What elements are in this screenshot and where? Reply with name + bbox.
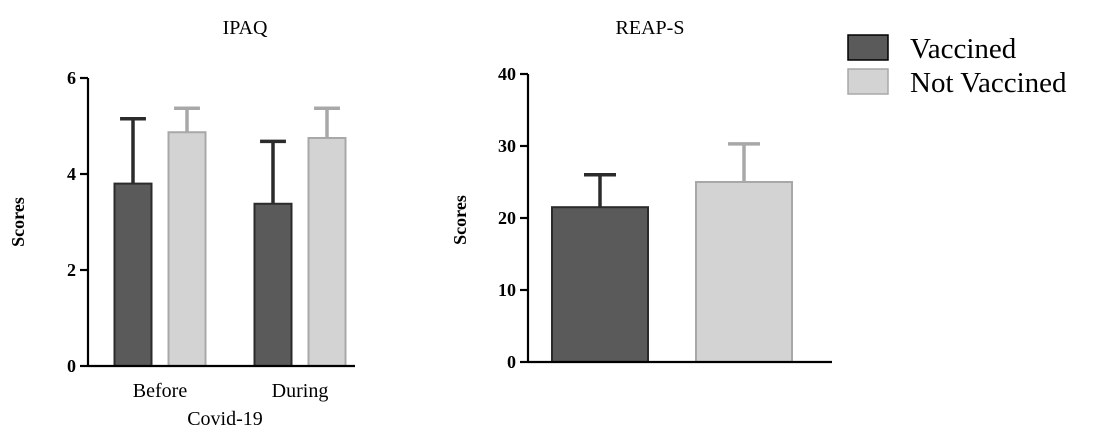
ipaq-y-tick-label-0: 0	[67, 356, 76, 376]
legend-label-not-vaccined: Not Vaccined	[910, 67, 1067, 99]
reaps-chart: REAP-S Scores 0 10 20 30 40	[450, 17, 832, 372]
legend: Vaccined Not Vaccined	[847, 33, 1067, 99]
legend-swatch-not-vaccined	[847, 68, 889, 95]
ipaq-bar-not-vaccined-1	[307, 137, 347, 367]
ipaq-x-axis-label: Covid-19	[187, 408, 263, 430]
legend-swatch-vaccined	[847, 34, 889, 61]
ipaq-y-ticks: 0 2 4 6	[67, 68, 88, 376]
ipaq-y-tick-label-2: 2	[67, 260, 76, 280]
ipaq-y-tick-label-4: 4	[67, 164, 76, 184]
reaps-y-ticks: 0 10 20 30 40	[498, 64, 528, 372]
legend-label-vaccined: Vaccined	[910, 33, 1017, 65]
ipaq-y-tick-label-6: 6	[67, 68, 76, 88]
reaps-y-tick-label-20: 20	[498, 208, 516, 228]
reaps-y-axis-label: Scores	[450, 195, 470, 245]
ipaq-title: IPAQ	[223, 17, 268, 39]
reaps-bar-not-vaccined-0	[695, 181, 793, 363]
reaps-title: REAP-S	[616, 17, 685, 39]
ipaq-category-label-during: During	[272, 380, 329, 402]
ipaq-bar-not-vaccined-0	[167, 131, 207, 367]
ipaq-bar-vaccined-1	[253, 202, 293, 367]
reaps-bars	[551, 142, 793, 363]
reaps-bar-vaccined-0	[551, 206, 649, 363]
reaps-y-tick-label-10: 10	[498, 280, 516, 300]
reaps-y-tick-label-30: 30	[498, 136, 516, 156]
ipaq-bars	[113, 106, 347, 367]
ipaq-y-axis-label: Scores	[8, 197, 28, 247]
reaps-y-tick-label-0: 0	[507, 352, 516, 372]
ipaq-axes	[86, 78, 355, 368]
ipaq-bar-vaccined-0	[113, 182, 153, 367]
ipaq-category-label-before: Before	[133, 380, 188, 402]
reaps-y-tick-label-40: 40	[498, 64, 516, 84]
ipaq-chart: IPAQ Scores 0 2 4 6 Before During Covid-19	[8, 17, 355, 430]
